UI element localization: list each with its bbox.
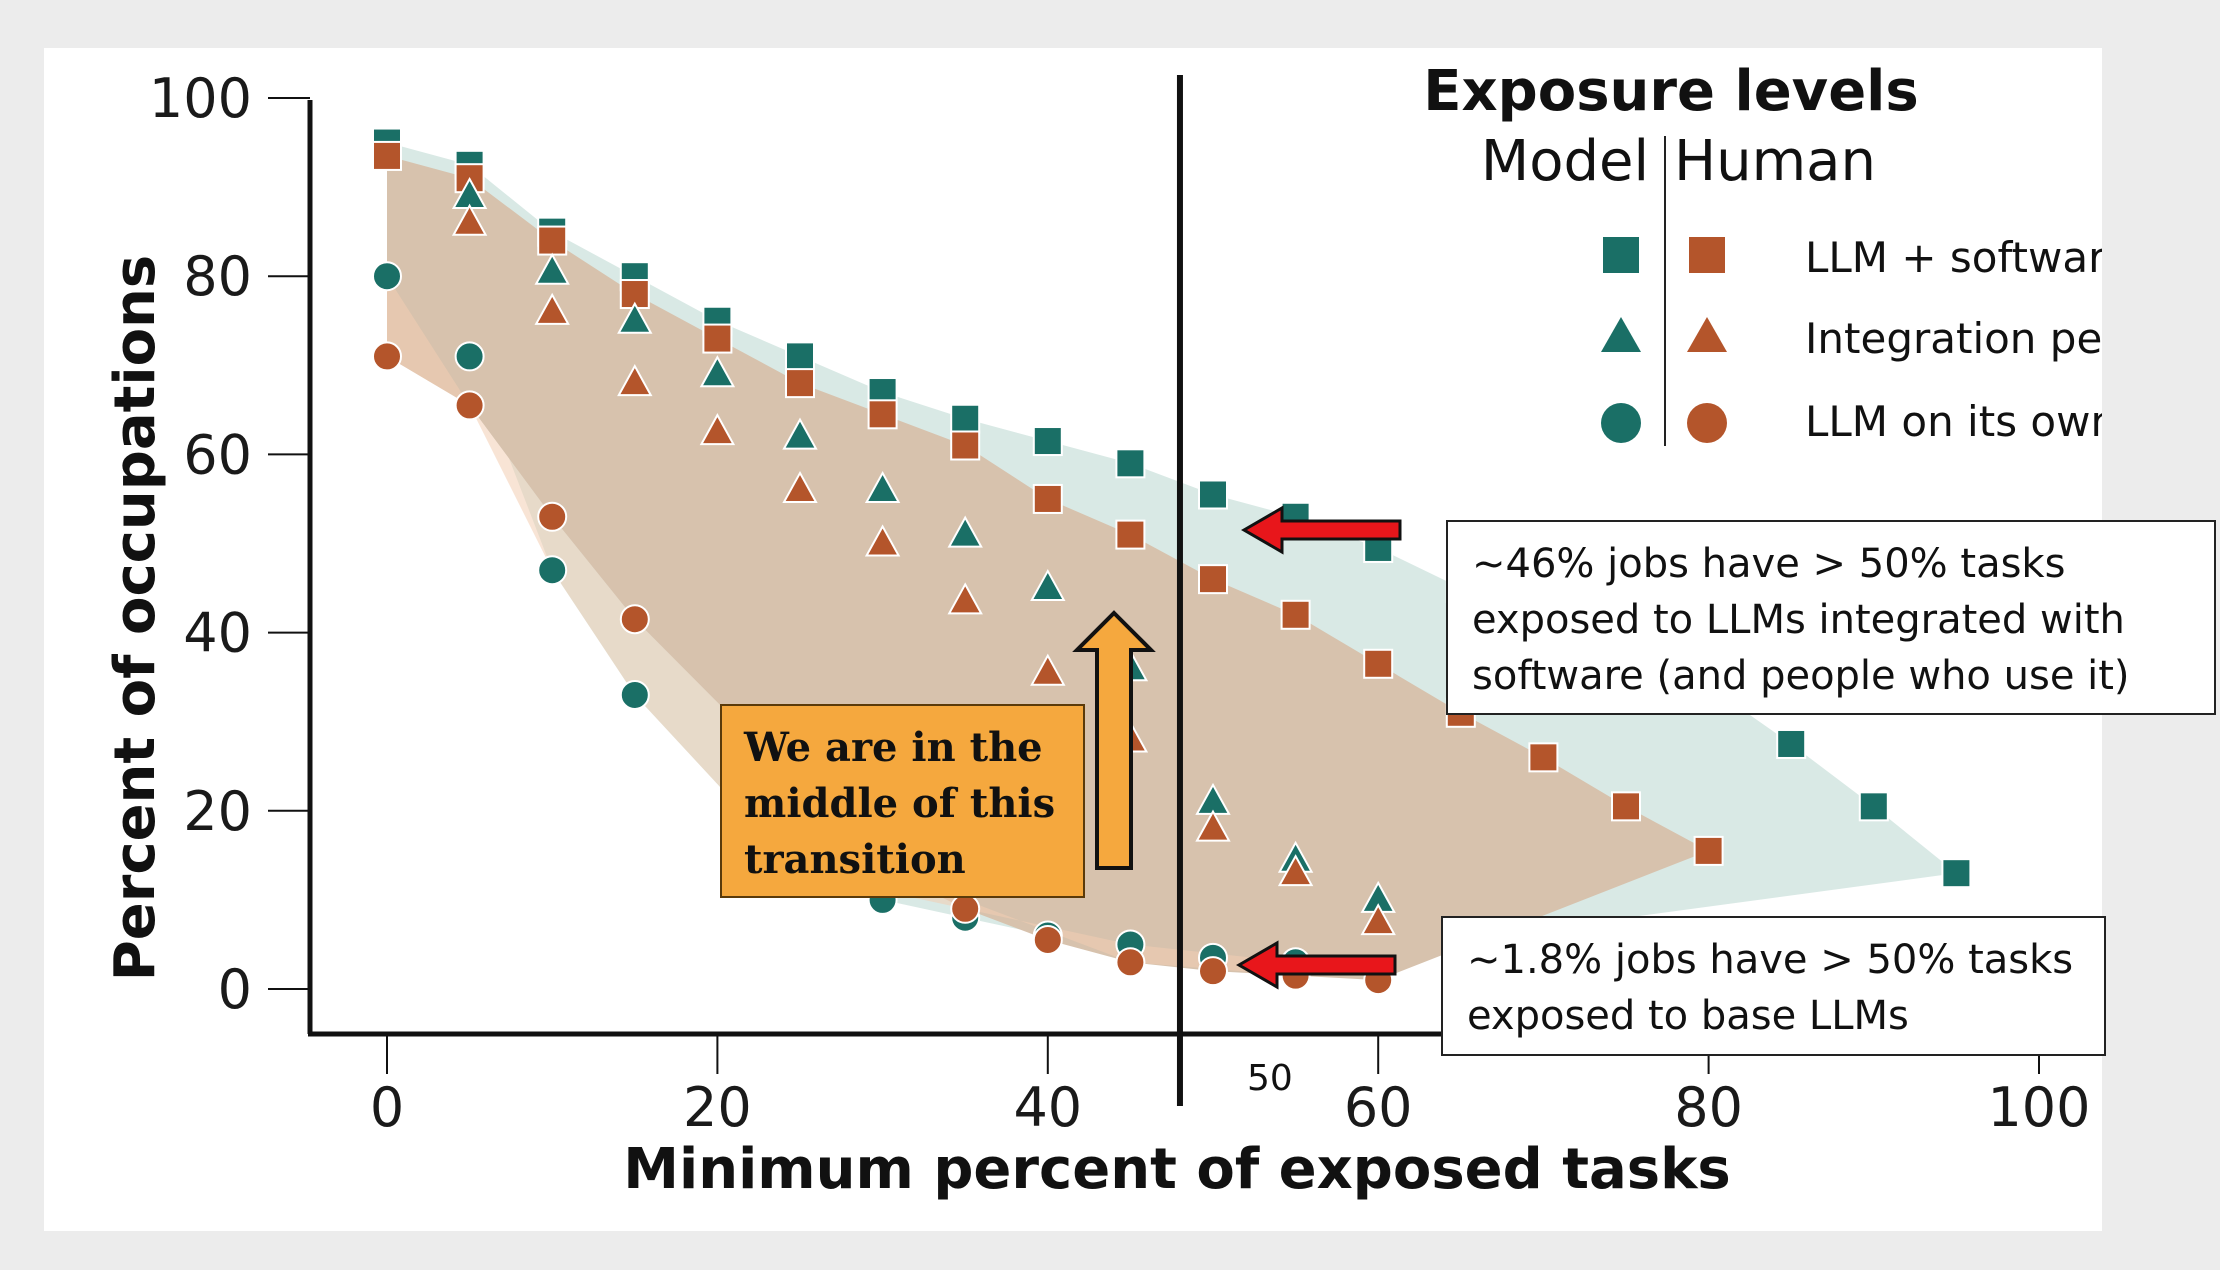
annotation-software-exposure: ~46% jobs have > 50% tasks exposed to LL… bbox=[1446, 520, 2216, 715]
point-model-triangle bbox=[947, 515, 983, 548]
legend-bg bbox=[1784, 213, 2102, 469]
point-model-triangle bbox=[1030, 568, 1066, 602]
point-human-circle bbox=[1198, 956, 1228, 987]
legend-marker-model-square bbox=[1603, 237, 1639, 273]
y-tick-label: 20 bbox=[183, 780, 252, 843]
point-human-square bbox=[1280, 599, 1311, 630]
legend-title: Exposure levels bbox=[1423, 59, 1918, 124]
legend-marker-human-circle bbox=[1687, 403, 1727, 443]
point-model-triangle bbox=[617, 301, 653, 334]
point-model-triangle bbox=[699, 355, 736, 388]
y-tick-label: 80 bbox=[183, 245, 252, 308]
x-axis-title: Minimum percent of exposed tasks bbox=[623, 1137, 1730, 1202]
point-human-circle bbox=[1115, 947, 1146, 978]
annotation-line: exposed to base LLMs bbox=[1467, 993, 1909, 1039]
y-tick-label: 0 bbox=[218, 958, 252, 1021]
point-human-square bbox=[785, 368, 815, 399]
point-human-triangle bbox=[699, 413, 736, 446]
point-human-square bbox=[867, 399, 898, 430]
point-model-triangle bbox=[864, 470, 901, 504]
legend-column-human: Human bbox=[1674, 129, 1876, 194]
legend: Exposure levels Model Human LLM + softwa… bbox=[1423, 59, 2102, 469]
point-human-circle bbox=[619, 604, 650, 635]
point-model-triangle bbox=[782, 417, 818, 450]
point-human-circle bbox=[372, 341, 402, 372]
point-model-circle bbox=[537, 555, 568, 586]
chart-card: 0 20 40 60 80 100 0 20 40 60 80 100 Minimum percen… bbox=[44, 48, 2216, 1231]
point-human-square bbox=[950, 430, 981, 461]
x-tick-label: 40 bbox=[1013, 1076, 1082, 1139]
point-human-square bbox=[1528, 742, 1559, 773]
point-human-triangle bbox=[782, 470, 818, 504]
legend-marker-model-triangle bbox=[1601, 317, 1641, 352]
legend-label-integration: Integration period bbox=[1805, 314, 2102, 363]
point-human-square bbox=[1363, 648, 1394, 679]
point-human-triangle bbox=[947, 582, 983, 615]
point-model-square bbox=[1858, 791, 1889, 822]
x-ticks: 0 20 40 60 80 100 bbox=[370, 1034, 2091, 1139]
arrow-left-software bbox=[1241, 505, 1402, 555]
point-model-circle bbox=[454, 341, 485, 372]
point-human-triangle bbox=[864, 524, 901, 557]
point-human-triangle bbox=[1030, 653, 1066, 686]
annotation-line: ~46% jobs have > 50% tasks bbox=[1472, 541, 2066, 587]
annotation-base-llm-exposure: ~1.8% jobs have > 50% tasks exposed to b… bbox=[1441, 916, 2106, 1056]
point-human-square bbox=[537, 225, 568, 256]
point-model-square bbox=[1941, 858, 1972, 889]
arrow-up-transition bbox=[1072, 610, 1156, 870]
annotation-line: We are in the bbox=[744, 724, 1043, 771]
legend-column-model: Model bbox=[1481, 129, 1649, 194]
point-model-square bbox=[1776, 728, 1807, 759]
annotation-line: middle of this bbox=[744, 780, 1056, 827]
x-tick-label: 60 bbox=[1344, 1076, 1413, 1139]
annotation-transition: We are in the middle of this transition bbox=[720, 704, 1085, 898]
y-tick-label: 40 bbox=[183, 602, 252, 665]
point-human-square bbox=[702, 323, 733, 354]
annotation-line: exposed to LLMs integrated with bbox=[1472, 597, 2125, 643]
point-model-circle bbox=[619, 679, 650, 710]
y-axis-title: Percent of occupations bbox=[103, 255, 168, 982]
legend-marker-human-triangle bbox=[1687, 317, 1727, 352]
y-ticks: 0 20 40 60 80 100 bbox=[149, 67, 310, 1021]
point-human-square bbox=[1693, 835, 1724, 866]
point-human-circle bbox=[1032, 924, 1063, 955]
annotation-arrows bbox=[1072, 505, 1402, 990]
point-human-square bbox=[1115, 519, 1146, 550]
extra-x-label: 50 bbox=[1247, 1058, 1293, 1099]
point-model-circle bbox=[372, 261, 402, 292]
point-model-triangle bbox=[534, 252, 570, 285]
point-human-triangle bbox=[1277, 854, 1314, 887]
point-model-square bbox=[1115, 448, 1146, 479]
x-tick-label: 0 bbox=[370, 1076, 404, 1139]
annotation-line: software (and people who use it) bbox=[1472, 653, 2130, 699]
point-human-square bbox=[1611, 791, 1641, 822]
point-model-square bbox=[785, 341, 815, 372]
point-model-square bbox=[950, 403, 981, 434]
x-tick-label: 100 bbox=[1987, 1076, 2090, 1139]
point-human-circle bbox=[950, 893, 981, 924]
point-human-triangle bbox=[1195, 809, 1231, 842]
annotation-line: ~1.8% jobs have > 50% tasks bbox=[1467, 937, 2074, 983]
point-model-square bbox=[1032, 426, 1063, 457]
point-human-triangle bbox=[617, 364, 653, 397]
y-tick-label: 60 bbox=[183, 423, 252, 486]
point-human-circle bbox=[537, 501, 568, 532]
point-human-square bbox=[372, 140, 402, 171]
legend-marker-model-circle bbox=[1601, 403, 1641, 443]
y-tick-label: 100 bbox=[149, 67, 252, 130]
point-human-square bbox=[1198, 564, 1228, 595]
legend-label-software: LLM + software bbox=[1805, 233, 2102, 282]
point-human-circle bbox=[454, 390, 485, 421]
point-human-triangle bbox=[1360, 903, 1396, 936]
point-model-square bbox=[1198, 479, 1228, 510]
point-human-triangle bbox=[534, 292, 570, 325]
point-human-square bbox=[1032, 483, 1063, 514]
x-tick-label: 80 bbox=[1674, 1076, 1743, 1139]
annotation-line: transition bbox=[744, 836, 966, 883]
x-tick-label: 20 bbox=[683, 1076, 752, 1139]
point-human-triangle bbox=[451, 203, 488, 236]
arrow-left-base bbox=[1236, 940, 1397, 990]
legend-label-own: LLM on its own bbox=[1805, 397, 2102, 446]
legend-marker-human-square bbox=[1689, 237, 1725, 273]
